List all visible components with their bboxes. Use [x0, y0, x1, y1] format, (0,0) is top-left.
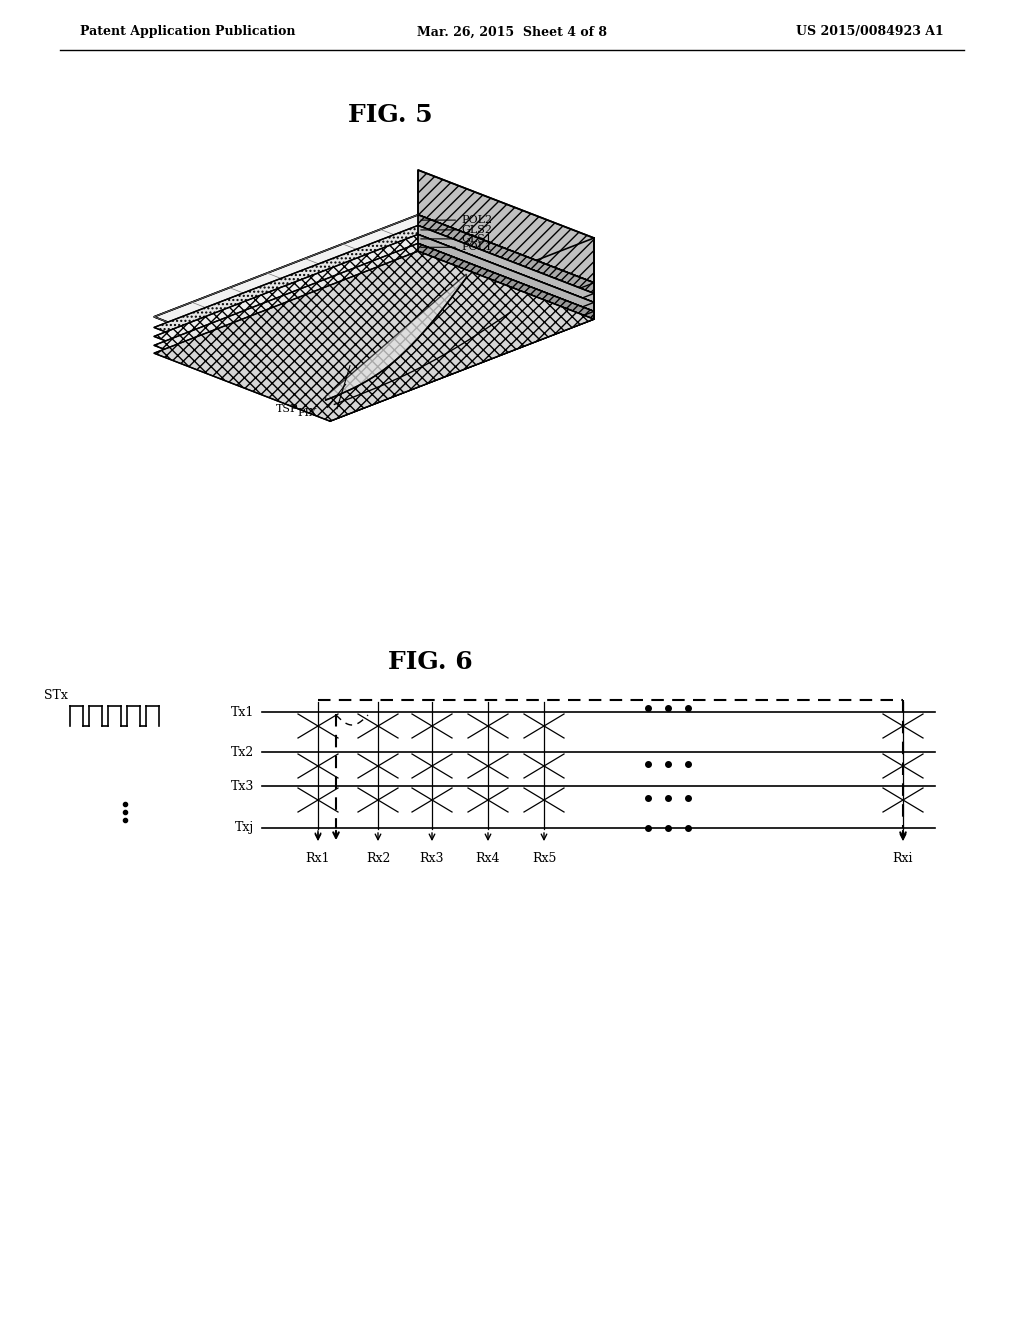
Polygon shape — [383, 314, 435, 334]
Polygon shape — [343, 268, 396, 289]
Polygon shape — [154, 243, 594, 413]
Text: Rx1: Rx1 — [306, 851, 331, 865]
Polygon shape — [326, 275, 466, 400]
Text: Tx3: Tx3 — [230, 780, 254, 792]
Text: POL1: POL1 — [421, 243, 493, 252]
Polygon shape — [154, 251, 594, 421]
Polygon shape — [330, 293, 594, 404]
Polygon shape — [418, 243, 594, 319]
Text: Mar. 26, 2015  Sheet 4 of 8: Mar. 26, 2015 Sheet 4 of 8 — [417, 25, 607, 38]
Polygon shape — [330, 238, 594, 385]
Polygon shape — [330, 282, 594, 396]
Text: US 2015/0084923 A1: US 2015/0084923 A1 — [797, 25, 944, 38]
Text: Rx3: Rx3 — [420, 851, 444, 865]
Text: GLS2: GLS2 — [421, 224, 492, 235]
Polygon shape — [264, 329, 316, 350]
Polygon shape — [303, 284, 356, 304]
Text: Patent Application Publication: Patent Application Publication — [80, 25, 296, 38]
Polygon shape — [224, 314, 278, 334]
Polygon shape — [422, 298, 475, 319]
Text: GLS1: GLS1 — [421, 234, 492, 244]
Polygon shape — [330, 302, 594, 413]
Text: Rx4: Rx4 — [476, 851, 501, 865]
Polygon shape — [418, 226, 594, 302]
Polygon shape — [154, 215, 594, 385]
Polygon shape — [303, 345, 356, 364]
Text: Tx1: Tx1 — [230, 705, 254, 718]
Text: FIG. 5: FIG. 5 — [348, 103, 432, 127]
Polygon shape — [383, 284, 435, 304]
Text: TSP: TSP — [275, 404, 298, 414]
Text: Rx5: Rx5 — [531, 851, 556, 865]
Text: Rx2: Rx2 — [366, 851, 390, 865]
Text: POL2: POL2 — [421, 215, 493, 226]
Polygon shape — [154, 226, 594, 396]
Polygon shape — [303, 314, 356, 334]
Polygon shape — [418, 215, 594, 293]
Polygon shape — [264, 298, 316, 319]
Text: PIX: PIX — [297, 408, 316, 417]
Text: Txj: Txj — [234, 821, 254, 834]
Polygon shape — [343, 298, 396, 319]
Text: STx: STx — [44, 689, 68, 702]
Text: Rxi: Rxi — [893, 851, 913, 865]
Polygon shape — [330, 312, 594, 421]
Polygon shape — [418, 170, 594, 282]
Polygon shape — [418, 235, 594, 312]
Polygon shape — [343, 329, 396, 350]
Polygon shape — [154, 235, 594, 404]
Text: FIG. 6: FIG. 6 — [388, 649, 472, 675]
Text: Tx2: Tx2 — [230, 746, 254, 759]
